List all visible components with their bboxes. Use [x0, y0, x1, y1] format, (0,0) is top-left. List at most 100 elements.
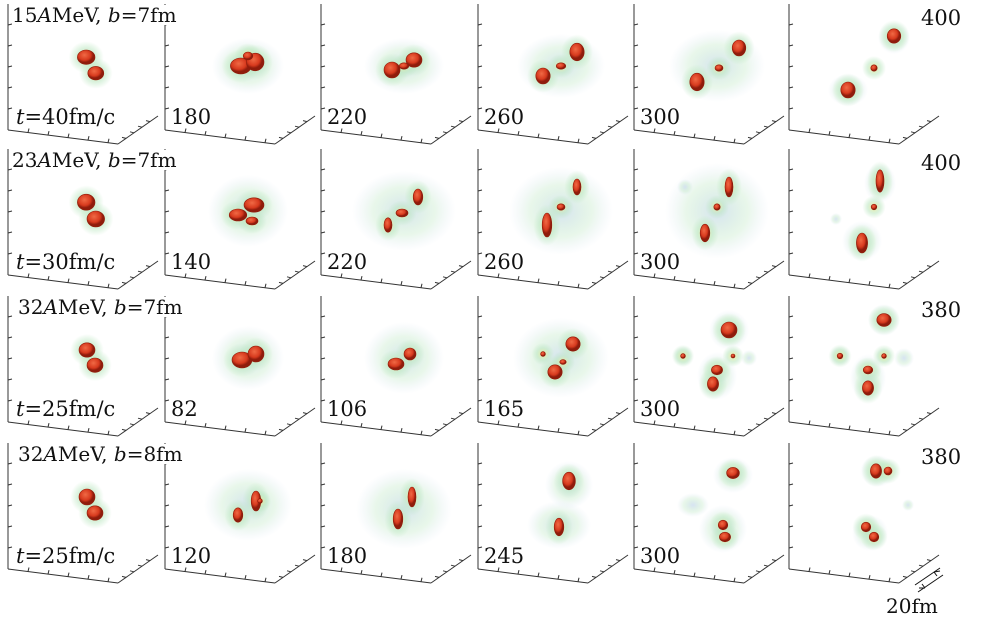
time-label: t=30fm/c: [16, 252, 115, 273]
panel-axis-bottom: [320, 421, 432, 437]
time-label: 140: [171, 250, 212, 274]
density-core: [868, 531, 880, 543]
panel-axis-depth: [898, 554, 940, 584]
density-core: [540, 351, 546, 357]
panel-axis-depth: [430, 407, 472, 437]
panel-r4-c5: [633, 443, 785, 584]
density-core: [883, 466, 893, 476]
density-core: [731, 39, 747, 57]
density-core: [392, 508, 404, 530]
density-core: [714, 64, 724, 72]
density-core: [856, 232, 868, 254]
time-label: 300: [640, 397, 681, 421]
density-core: [870, 64, 878, 72]
time-symbol: t: [16, 397, 25, 421]
panel-axis-bottom: [320, 568, 432, 584]
density-core: [78, 488, 96, 506]
density-core: [680, 353, 686, 359]
density-core: [387, 357, 405, 371]
time-label: 260: [484, 250, 525, 274]
density-core: [77, 193, 96, 211]
time-label: 82: [171, 397, 198, 421]
panel-axis-depth: [274, 115, 316, 145]
panel-r4-c2: [164, 443, 316, 584]
density-core: [395, 208, 409, 218]
panel-axis-depth: [743, 260, 785, 290]
time-label: 220: [327, 105, 368, 129]
density-core: [726, 467, 740, 479]
panel-axis-depth: [274, 260, 316, 290]
density-core: [572, 178, 582, 196]
density-core: [886, 28, 902, 44]
panel-axis-depth: [743, 407, 785, 437]
impact-symbol: b: [107, 3, 121, 27]
density-core: [383, 217, 393, 233]
density-core: [242, 51, 254, 61]
density-core: [412, 188, 424, 206]
density-core: [555, 62, 567, 70]
density-core: [689, 72, 705, 92]
panel-r2-c2: [164, 149, 316, 290]
density-core: [840, 81, 856, 99]
time-symbol: t: [16, 250, 25, 274]
density-core: [569, 42, 585, 62]
density-haze: [741, 350, 757, 366]
beam-energy: 32: [18, 442, 44, 466]
panel-axis-bottom: [633, 129, 745, 145]
panel-axis-depth: [587, 260, 629, 290]
energy-unit: A: [43, 295, 58, 319]
density-core: [876, 313, 892, 327]
time-label: 400: [921, 151, 962, 175]
panel-axis-bottom: [788, 274, 900, 290]
panel-axis-depth: [274, 407, 316, 437]
scale-bar-label: 20fm: [886, 594, 938, 618]
panel-r3-c1: [7, 296, 159, 437]
energy-unit-rest: MeV,: [51, 148, 108, 172]
panel-axis-bottom: [633, 421, 745, 437]
panel-axis-depth: [117, 407, 159, 437]
panel-r3-c3: [320, 296, 472, 437]
row-title: 32AMeV, b=8fm: [18, 444, 183, 464]
impact-parameter: =7fm: [120, 3, 177, 27]
density-core: [719, 531, 731, 543]
time-label: 380: [921, 445, 962, 469]
density-core: [535, 67, 551, 85]
time-label: 380: [921, 298, 962, 322]
time-label: 165: [484, 397, 525, 421]
density-core: [405, 52, 423, 68]
density-core: [875, 169, 885, 193]
panel-axis-bottom: [7, 129, 119, 145]
time-label: 120: [171, 544, 212, 568]
panel-axis-depth: [587, 407, 629, 437]
panel-axis-depth: [430, 115, 472, 145]
impact-symbol: b: [113, 295, 127, 319]
panel-axis-depth: [430, 260, 472, 290]
density-core: [243, 197, 265, 213]
panel-axis-bottom: [7, 274, 119, 290]
panel-axis-depth: [743, 554, 785, 584]
beam-energy: 15: [12, 3, 38, 27]
panel-axis-bottom: [477, 421, 589, 437]
energy-unit: A: [37, 3, 52, 27]
panel-r4-c3: [320, 443, 472, 584]
time-symbol: t: [16, 105, 25, 129]
density-core: [724, 176, 734, 198]
time-label: t=25fm/c: [16, 546, 115, 567]
panel-axis-depth: [587, 554, 629, 584]
time-label: 106: [327, 397, 368, 421]
density-haze: [894, 348, 914, 368]
energy-unit: A: [37, 148, 52, 172]
panel-axis-depth: [430, 554, 472, 584]
energy-unit-rest: MeV,: [57, 295, 114, 319]
panel-axis-bottom: [788, 129, 900, 145]
density-core: [562, 471, 576, 491]
row-title: 15AMeV, b=7fm: [12, 5, 177, 25]
panel-r4-c1: [7, 443, 159, 584]
density-core: [881, 353, 887, 359]
beam-energy: 23: [12, 148, 38, 172]
panel-axis-bottom: [788, 568, 900, 584]
density-core: [87, 66, 105, 81]
panel-axis-depth: [898, 407, 940, 437]
density-core: [86, 357, 104, 373]
density-core: [86, 505, 104, 521]
